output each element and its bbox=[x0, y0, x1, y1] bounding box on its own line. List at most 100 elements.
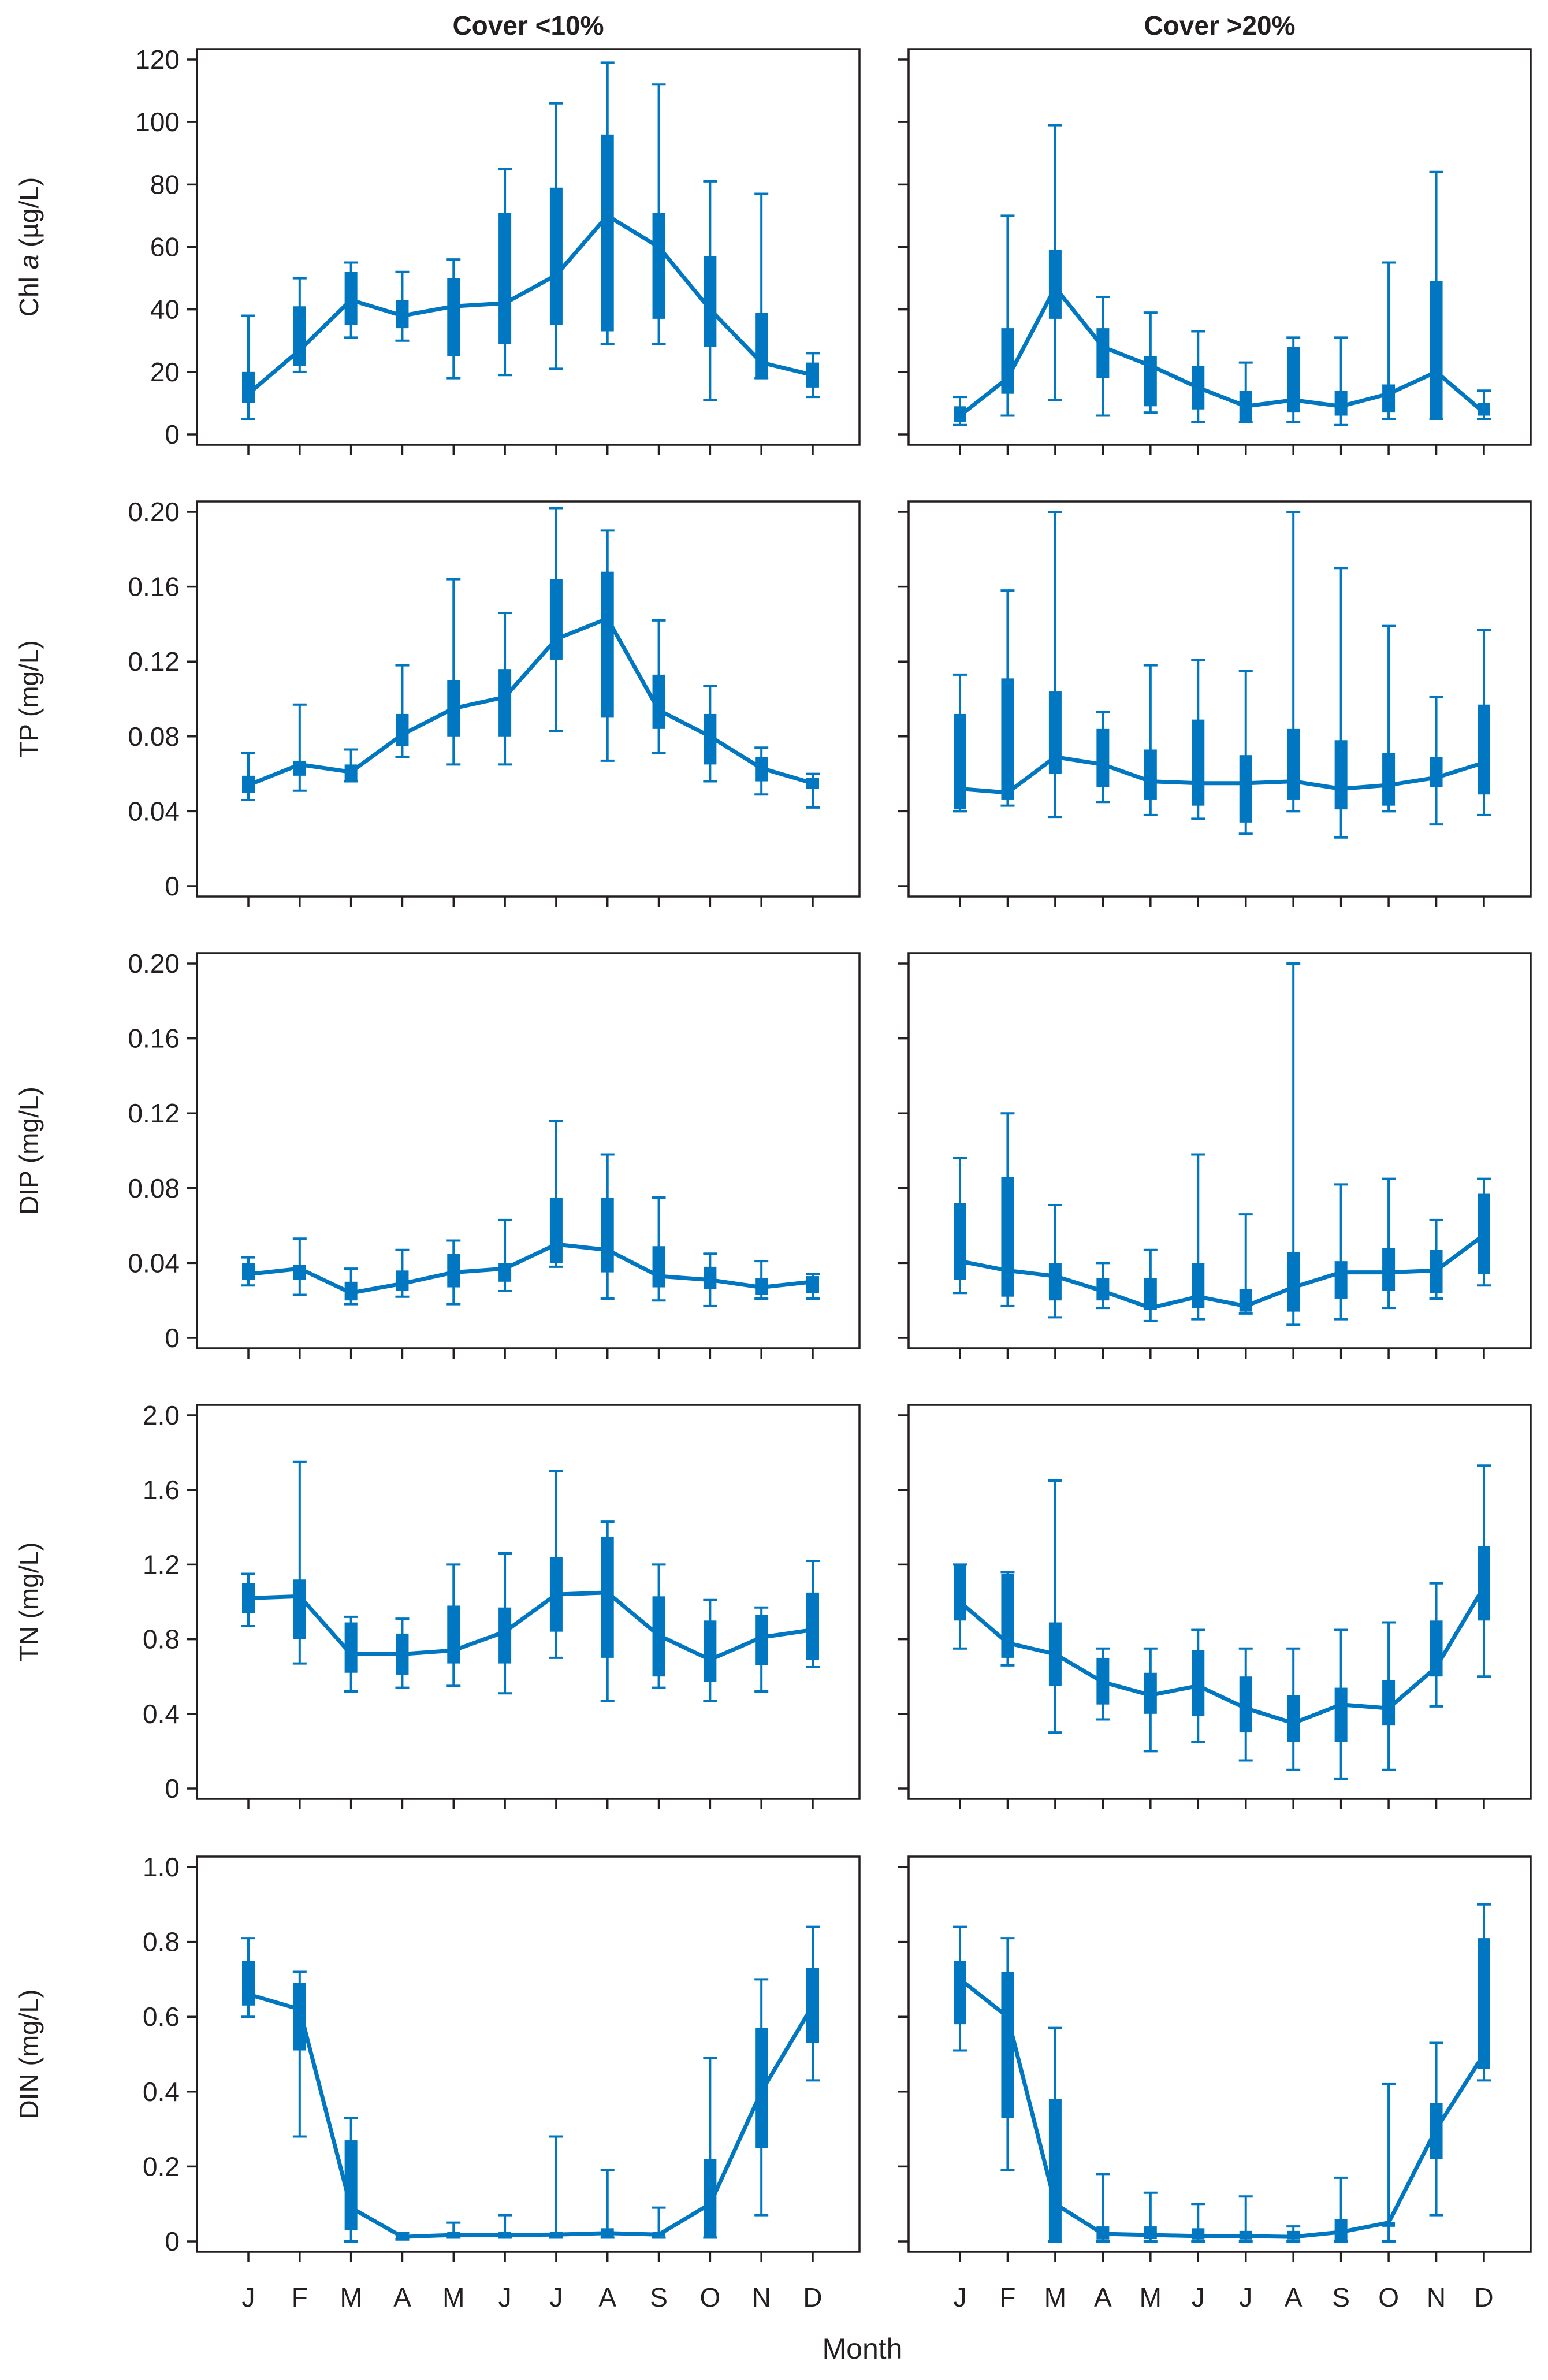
iqr-box bbox=[1001, 678, 1014, 800]
y-tick-label: 0.16 bbox=[128, 1024, 180, 1054]
iqr-box bbox=[549, 1198, 563, 1263]
y-tick-label: 120 bbox=[135, 44, 180, 75]
median-line bbox=[246, 1992, 815, 2239]
iqr-box bbox=[1001, 1574, 1014, 1658]
panel-tn-high-cover bbox=[898, 1404, 1532, 1809]
panel-frame bbox=[196, 952, 861, 1349]
iqr-box bbox=[1478, 704, 1490, 795]
x-tick-label: O bbox=[1378, 2282, 1399, 2312]
iqr-box bbox=[652, 213, 665, 319]
y-axis-title: Chl a (µg/L) bbox=[14, 177, 44, 317]
y-tick-label: 80 bbox=[150, 169, 180, 199]
panel-frame bbox=[907, 1855, 1532, 2253]
y-tick-label: 0.2 bbox=[143, 2151, 180, 2181]
panel-frame bbox=[196, 1404, 861, 1800]
x-tick-label: N bbox=[752, 2282, 771, 2312]
iqr-box bbox=[1478, 1938, 1490, 2069]
x-tick-label: J bbox=[1192, 2282, 1205, 2312]
y-tick-label: 0.04 bbox=[128, 796, 180, 826]
iqr-box bbox=[1334, 391, 1348, 416]
median-line bbox=[958, 1233, 1486, 1310]
iqr-box bbox=[242, 1961, 255, 2006]
x-tick-label: M bbox=[442, 2282, 464, 2312]
iqr-box bbox=[1048, 691, 1062, 774]
panel-frame bbox=[196, 48, 861, 446]
iqr-box bbox=[498, 213, 512, 344]
y-tick-label: 0 bbox=[165, 871, 180, 901]
y-tick-label: 0.20 bbox=[128, 497, 180, 527]
iqr-box bbox=[1144, 749, 1157, 800]
x-tick-label: S bbox=[1332, 2282, 1350, 2312]
iqr-box bbox=[1048, 250, 1062, 319]
median-line bbox=[246, 1242, 815, 1295]
iqr-box bbox=[954, 1564, 966, 1621]
median-line bbox=[246, 213, 815, 396]
iqr-box bbox=[1239, 1289, 1252, 1312]
iqr-box bbox=[1334, 2219, 1348, 2241]
iqr-box bbox=[1287, 1695, 1300, 1742]
iqr-box bbox=[601, 571, 614, 718]
panel-chla-high-cover bbox=[898, 48, 1532, 455]
panel-dip-high-cover bbox=[898, 952, 1532, 1359]
y-tick-label: 0.20 bbox=[128, 949, 180, 979]
y-tick-label: 0 bbox=[165, 1323, 180, 1353]
x-tick-label: D bbox=[1474, 2282, 1493, 2312]
iqr-box bbox=[755, 1615, 768, 1665]
iqr-box bbox=[1334, 1261, 1348, 1299]
iqr-box bbox=[242, 1263, 255, 1280]
panel-frame bbox=[907, 500, 1532, 898]
iqr-box bbox=[1334, 1687, 1348, 1742]
iqr-box bbox=[344, 1622, 358, 1673]
x-tick-label: A bbox=[393, 2282, 411, 2312]
y-tick-label: 40 bbox=[150, 295, 180, 325]
iqr-box bbox=[806, 1592, 819, 1660]
iqr-box bbox=[601, 1536, 614, 1658]
y-axis-title: TP (mg/L) bbox=[14, 640, 44, 758]
median-line bbox=[958, 1585, 1486, 1726]
x-tick-label: J bbox=[549, 2282, 563, 2312]
y-tick-label: 0.04 bbox=[128, 1248, 180, 1278]
x-tick-label: A bbox=[598, 2282, 616, 2312]
x-tick-label: N bbox=[1427, 2282, 1446, 2312]
panel-tp-high-cover bbox=[898, 500, 1532, 907]
iqr-box bbox=[1048, 1263, 1062, 1301]
y-tick-label: 0.08 bbox=[128, 722, 180, 752]
iqr-box bbox=[1096, 728, 1110, 787]
x-tick-label: F bbox=[292, 2282, 308, 2312]
panel-frame bbox=[907, 952, 1532, 1349]
y-tick-label: 1.6 bbox=[143, 1475, 180, 1505]
iqr-box bbox=[601, 134, 614, 332]
median-line bbox=[958, 1977, 1486, 2239]
y-tick-label: 0.12 bbox=[128, 1098, 180, 1128]
iqr-box bbox=[549, 187, 563, 325]
iqr-box bbox=[242, 371, 255, 403]
iqr-box bbox=[1239, 1676, 1252, 1733]
x-tick-label: O bbox=[699, 2282, 720, 2312]
median-line bbox=[246, 1590, 815, 1662]
iqr-box bbox=[1287, 347, 1300, 413]
iqr-box bbox=[704, 713, 717, 765]
panel-din-low-cover: 0 0.2 0.4 0.6 0.8 1.0 J F M A M J J A S O N D bbox=[143, 1852, 861, 2312]
iqr-box bbox=[1192, 1263, 1205, 1308]
y-tick-label: 0.08 bbox=[128, 1173, 180, 1203]
iqr-box bbox=[1287, 1251, 1300, 1312]
iqr-box bbox=[1001, 1972, 1014, 2118]
iqr-box bbox=[447, 278, 460, 356]
iqr-box bbox=[954, 713, 966, 810]
y-tick-label: 0.6 bbox=[143, 2002, 180, 2032]
iqr-box bbox=[1382, 1248, 1396, 1291]
iqr-box bbox=[806, 1276, 819, 1293]
iqr-box bbox=[1334, 740, 1348, 810]
iqr-box bbox=[1382, 1680, 1396, 1726]
panel-frame bbox=[907, 1404, 1532, 1800]
column-titles: Cover <10% Cover >20% bbox=[452, 10, 1295, 40]
iqr-box bbox=[704, 2159, 717, 2238]
iqr-box bbox=[652, 674, 665, 729]
panel-chla-low-cover: 0 20 40 60 80 100 120 bbox=[135, 44, 861, 455]
y-tick-label: 0 bbox=[165, 2226, 180, 2256]
y-tick-label: 0 bbox=[165, 419, 180, 449]
x-tick-label: F bbox=[999, 2282, 1015, 2312]
y-tick-label: 0.4 bbox=[143, 2077, 180, 2107]
y-tick-label: 0 bbox=[165, 1773, 180, 1803]
